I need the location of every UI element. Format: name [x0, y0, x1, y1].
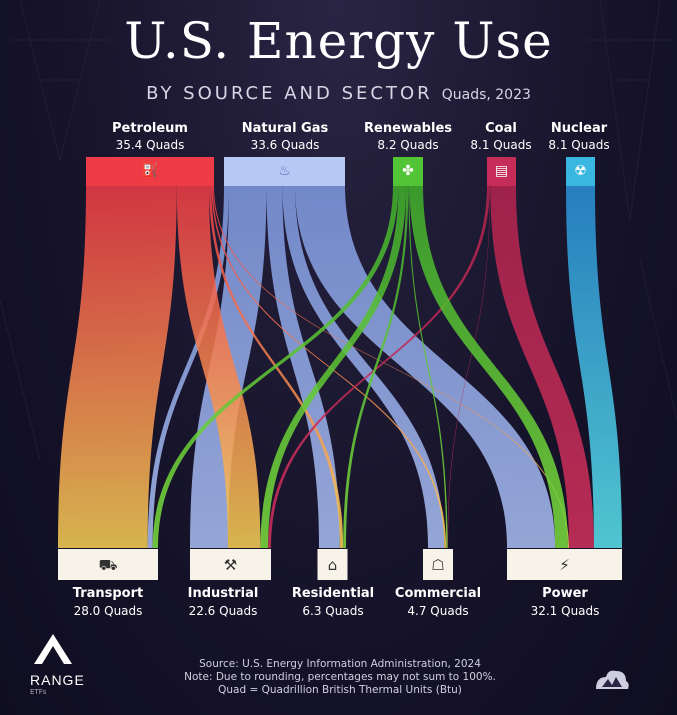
source-node-natural-gas	[224, 157, 345, 186]
flow-renewables-to-power	[409, 185, 568, 548]
range-mountain-icon	[34, 634, 72, 664]
source-node-petroleum	[86, 157, 214, 186]
range-etfs-logo: RANGE ETFs	[30, 630, 110, 696]
sector-label-transport: Transport 28.0 Quads	[48, 586, 168, 618]
source-label-petroleum: Petroleum 35.4 Quads	[95, 121, 205, 152]
flow-petroleum-to-power	[212, 185, 570, 548]
flow-petroleum-to-industrial	[176, 185, 261, 548]
source-name: Petroleum	[112, 121, 188, 136]
source-node-nuclear	[566, 157, 595, 186]
sector-label-power: Power 32.1 Quads	[505, 586, 625, 618]
source-name: Natural Gas	[241, 121, 329, 136]
flow-renewables-to-industrial	[260, 185, 407, 548]
flow-petroleum-to-commercial	[211, 185, 447, 548]
flow-coal-to-power	[490, 185, 594, 548]
flow-natural-gas-to-power	[294, 185, 556, 548]
flame-icon: ♨	[278, 163, 291, 179]
coal-cart-icon: ▤	[495, 163, 508, 179]
sector-label-industrial: Industrial 22.6 Quads	[163, 586, 283, 618]
sector-value: 6.3 Quads	[302, 604, 364, 618]
sector-name: Commercial	[394, 586, 482, 601]
source-name: Nuclear	[550, 121, 608, 136]
shop-icon: ☖	[431, 556, 444, 574]
visual-capitalist-logo-icon	[596, 670, 629, 689]
source-value: 35.4 Quads	[115, 138, 185, 152]
source-label-renewables: Renewables 8.2 Quads	[353, 121, 463, 152]
source-value: 8.1 Quads	[470, 138, 532, 152]
sector-name: Industrial	[187, 586, 259, 601]
sector-node-residential	[317, 549, 348, 580]
flow-nuclear-to-power	[566, 185, 622, 548]
flow-renewables-to-transport	[152, 185, 399, 548]
power-icon: ⚡	[559, 556, 570, 574]
source-label-nuclear: Nuclear 8.1 Quads	[524, 121, 634, 152]
source-value: 8.1 Quads	[548, 138, 610, 152]
sector-node-power	[507, 549, 622, 580]
factory-icon: ⚒	[224, 556, 237, 574]
source-label-coal: Coal 8.1 Quads	[446, 121, 556, 152]
source-note: Source: U.S. Energy Information Administ…	[199, 658, 481, 670]
house-icon: ⌂	[328, 556, 338, 574]
radiation-icon: ☢	[574, 163, 587, 179]
source-name: Coal	[485, 121, 517, 136]
flow-renewables-to-commercial	[408, 185, 448, 548]
source-node-renewables	[393, 157, 423, 186]
flow-renewables-to-residential	[343, 185, 409, 548]
subtitle: BY SOURCE AND SECTOR Quads, 2023	[0, 83, 677, 104]
sector-value: 4.7 Quads	[407, 604, 469, 618]
flow-petroleum-to-transport	[58, 185, 177, 548]
wind-turbine-icon: ✤	[402, 163, 414, 179]
quad-definition: Quad = Quadrillion British Thermal Units…	[218, 684, 462, 696]
source-value: 8.2 Quads	[377, 138, 439, 152]
sector-label-commercial: Commercial 4.7 Quads	[378, 586, 498, 618]
flow-coal-to-commercial	[447, 185, 491, 548]
source-value: 33.6 Quads	[250, 138, 320, 152]
sector-value: 32.1 Quads	[530, 604, 600, 618]
sector-label-residential: Residential 6.3 Quads	[273, 586, 393, 618]
sector-name: Transport	[72, 586, 144, 601]
sector-name: Power	[542, 586, 588, 601]
flow-natural-gas-to-transport	[147, 185, 230, 548]
flow-coal-to-industrial	[268, 185, 490, 548]
sector-node-commercial	[423, 549, 453, 580]
flow-natural-gas-to-residential	[266, 185, 340, 548]
source-node-coal	[487, 157, 516, 186]
footnotes: Source: U.S. Energy Information Administ…	[170, 658, 510, 697]
page-title: U.S. Energy Use	[124, 12, 553, 70]
sector-node-industrial	[190, 549, 271, 580]
sector-node-transport	[58, 549, 158, 580]
unit-label: Quads, 2023	[441, 87, 531, 103]
sector-value: 22.6 Quads	[188, 604, 258, 618]
logo-sub: ETFs	[30, 688, 47, 696]
sector-name: Residential	[291, 586, 375, 601]
source-name: Renewables	[364, 121, 452, 136]
fuel-pump-icon: ⛽	[141, 162, 158, 179]
subtitle-text: BY SOURCE AND SECTOR	[146, 83, 433, 104]
truck-icon: ⛟	[99, 556, 118, 574]
sector-value: 28.0 Quads	[73, 604, 143, 618]
flow-natural-gas-to-commercial	[282, 185, 445, 548]
source-label-natural-gas: Natural Gas 33.6 Quads	[230, 121, 340, 152]
rounding-note: Note: Due to rounding, percentages may n…	[184, 671, 496, 683]
logo-word: RANGE	[30, 672, 85, 688]
